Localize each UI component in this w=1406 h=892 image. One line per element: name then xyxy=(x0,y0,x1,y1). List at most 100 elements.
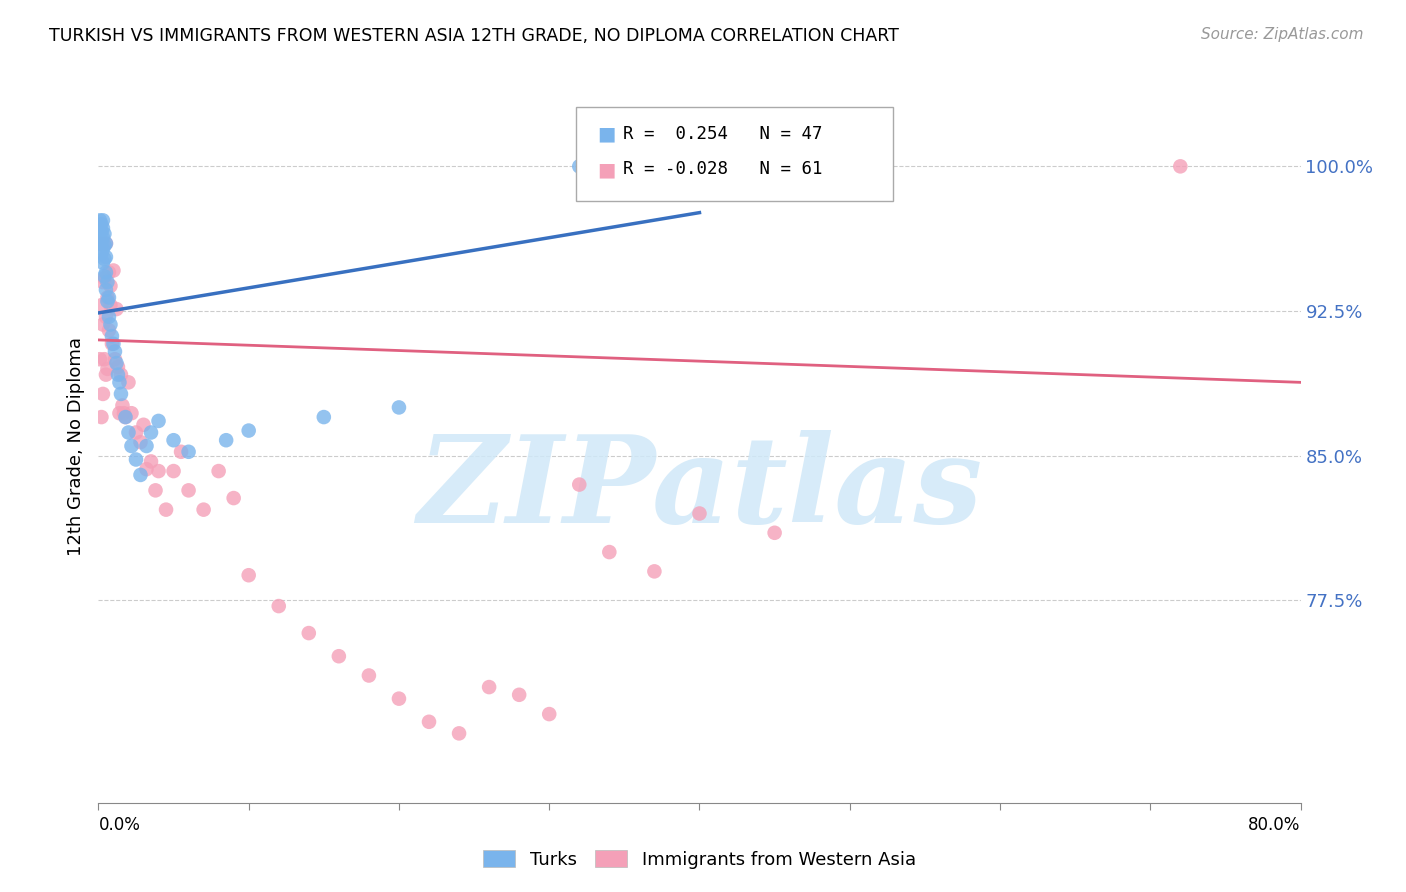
Point xyxy=(90,246,112,260)
Text: ZIPatlas: ZIPatlas xyxy=(416,430,983,548)
Point xyxy=(148,464,170,478)
Text: TURKISH VS IMMIGRANTS FROM WESTERN ASIA 12TH GRADE, NO DIPLOMA CORRELATION CHART: TURKISH VS IMMIGRANTS FROM WESTERN ASIA … xyxy=(49,27,898,45)
Point xyxy=(568,477,591,491)
Point xyxy=(117,376,139,390)
Point xyxy=(89,221,111,235)
Text: ■: ■ xyxy=(598,160,616,179)
Point xyxy=(96,294,118,309)
Point xyxy=(208,464,231,478)
Point xyxy=(103,263,125,277)
Text: R = -0.028   N = 61: R = -0.028 N = 61 xyxy=(623,161,823,178)
Point xyxy=(418,714,440,729)
Point xyxy=(177,483,200,498)
Point xyxy=(96,362,118,376)
Point xyxy=(129,467,152,482)
Point xyxy=(100,279,122,293)
Point xyxy=(90,236,112,251)
Point xyxy=(97,265,120,279)
Point xyxy=(643,565,665,579)
Point xyxy=(538,707,561,722)
Point xyxy=(132,417,155,432)
Text: 0.0%: 0.0% xyxy=(98,816,141,834)
Point xyxy=(328,649,350,664)
Text: Source: ZipAtlas.com: Source: ZipAtlas.com xyxy=(1201,27,1364,42)
Point xyxy=(93,227,115,241)
Point xyxy=(96,275,118,289)
Point xyxy=(112,406,135,420)
Point xyxy=(91,318,114,332)
Point xyxy=(89,233,111,247)
Point xyxy=(312,410,335,425)
Point xyxy=(94,368,117,382)
Point xyxy=(97,310,120,324)
Text: ■: ■ xyxy=(598,124,616,144)
Point xyxy=(388,401,411,415)
Point xyxy=(121,439,143,453)
Point xyxy=(357,668,380,682)
Point xyxy=(110,387,132,401)
Text: 80.0%: 80.0% xyxy=(1249,816,1301,834)
Point xyxy=(478,680,501,694)
Point xyxy=(91,256,114,270)
Point xyxy=(101,329,124,343)
Point xyxy=(90,217,112,231)
Point xyxy=(121,406,143,420)
Point xyxy=(97,323,120,337)
Point xyxy=(388,691,411,706)
Point xyxy=(148,414,170,428)
Legend: Turks, Immigrants from Western Asia: Turks, Immigrants from Western Asia xyxy=(475,843,924,876)
Point xyxy=(447,726,470,740)
Point xyxy=(89,352,111,367)
Point xyxy=(139,425,162,440)
Point xyxy=(94,265,117,279)
Point xyxy=(94,283,117,297)
Point xyxy=(117,425,139,440)
Point xyxy=(93,252,115,266)
Point xyxy=(763,525,786,540)
Point xyxy=(91,242,114,256)
Point xyxy=(110,368,132,382)
Point xyxy=(90,225,112,239)
Point xyxy=(135,439,157,453)
Point xyxy=(238,568,260,582)
Point xyxy=(215,434,238,448)
Point xyxy=(93,269,115,284)
Text: R =  0.254   N = 47: R = 0.254 N = 47 xyxy=(623,125,823,143)
Point xyxy=(125,425,148,440)
Point xyxy=(111,399,134,413)
Point xyxy=(170,444,193,458)
Point xyxy=(91,275,114,289)
Point xyxy=(100,318,122,332)
Point xyxy=(104,352,127,367)
Point xyxy=(89,213,111,227)
Point xyxy=(93,352,115,367)
Point xyxy=(568,159,591,173)
Point xyxy=(177,444,200,458)
Point xyxy=(91,221,114,235)
Point xyxy=(114,410,136,425)
Point xyxy=(90,298,112,312)
Point xyxy=(105,301,128,316)
Point xyxy=(103,336,125,351)
Point xyxy=(93,238,115,252)
Point xyxy=(96,291,118,305)
Point xyxy=(145,483,167,498)
Point xyxy=(135,462,157,476)
Point xyxy=(267,599,290,613)
Point xyxy=(91,213,114,227)
Point xyxy=(1170,159,1192,173)
Point xyxy=(94,310,117,324)
Point xyxy=(162,464,184,478)
Point xyxy=(114,410,136,425)
Point xyxy=(598,545,620,559)
Point xyxy=(89,236,111,251)
Point xyxy=(107,368,129,382)
Point xyxy=(688,507,710,521)
Point xyxy=(100,298,122,312)
Point xyxy=(129,435,152,450)
Point xyxy=(94,250,117,264)
Point xyxy=(107,359,129,374)
Point xyxy=(94,236,117,251)
Point xyxy=(93,271,115,285)
Point xyxy=(508,688,530,702)
